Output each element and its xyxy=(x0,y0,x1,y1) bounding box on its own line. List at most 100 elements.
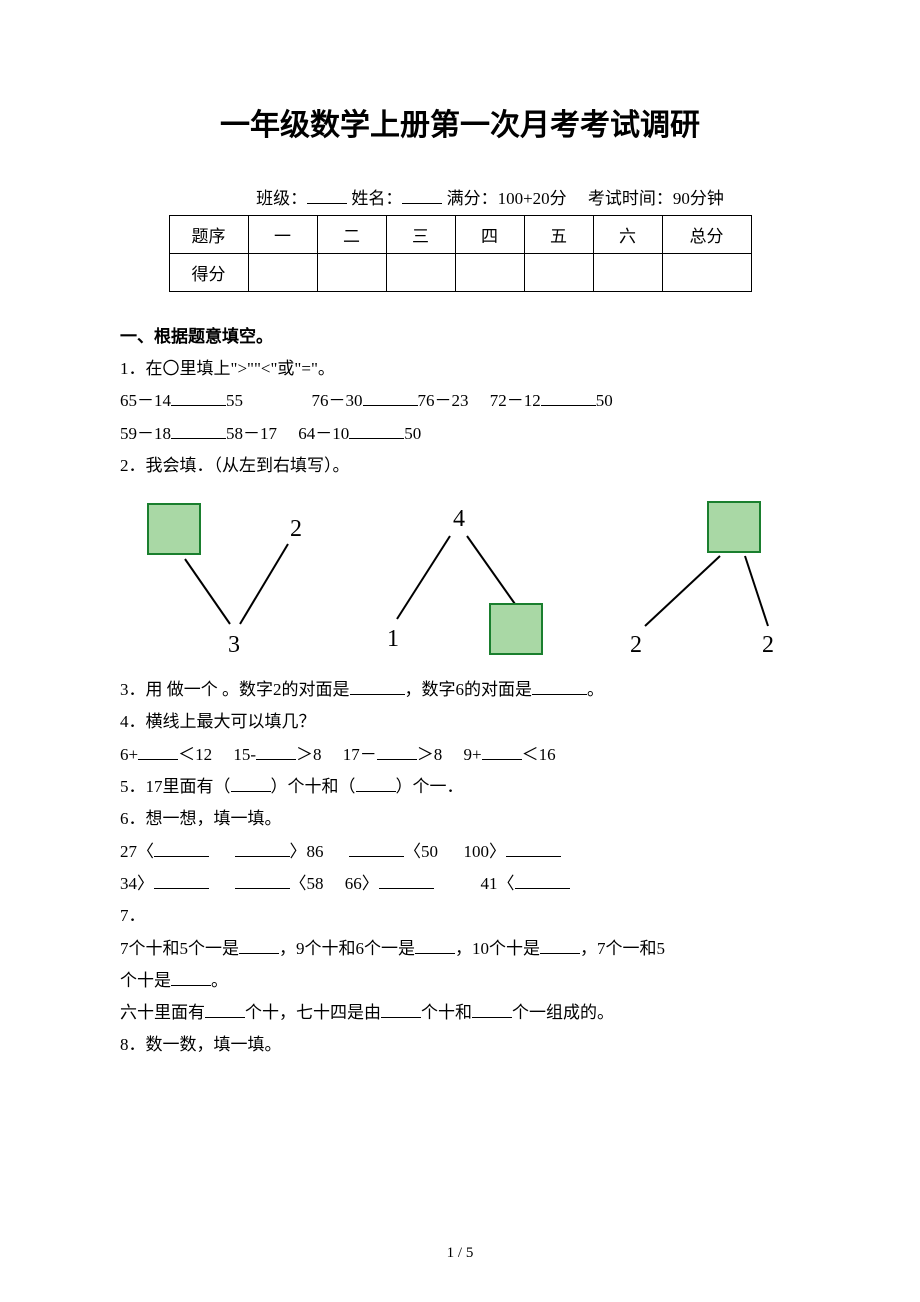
td-total xyxy=(662,254,751,292)
d3-bl: 2 xyxy=(630,632,642,658)
q6r1b: 〉86 xyxy=(290,842,324,861)
q1r2c: 64－10 xyxy=(298,424,349,443)
td-3 xyxy=(386,254,455,292)
q7-line3: 六十里面有 个十，七十四是由 个十和 个一组成的。 xyxy=(120,997,800,1029)
box-icon xyxy=(490,604,542,654)
q7l3a: 六十里面有 xyxy=(120,1003,205,1022)
blank xyxy=(138,742,178,760)
page-footer: 1 / 5 xyxy=(0,1245,920,1262)
blank xyxy=(231,774,271,792)
q1-prompt: 1．在〇里填上">""<"或"="。 xyxy=(120,353,800,385)
q1-row1: 65－14 55 76－30 76－23 72－12 50 xyxy=(120,385,800,417)
q7-line1: 7个十和5个一是，9个十和6个一是，10个十是，7个一和5 xyxy=(120,933,800,965)
q3: 3．用 做一个 。数字2的对面是，数字6的对面是。 xyxy=(120,674,800,706)
q7l3d: 个一组成的。 xyxy=(512,1003,614,1022)
q1r1a: 65－14 xyxy=(120,391,171,410)
q6r2b: 〈58 xyxy=(290,874,324,893)
q8: 8．数一数，填一填。 xyxy=(120,1029,800,1061)
full-value: 100+20分 xyxy=(498,189,567,208)
q7l3b: 个十，七十四是由 xyxy=(245,1003,381,1022)
blank xyxy=(415,936,455,954)
q6r1a: 27〈 xyxy=(120,842,154,861)
d2-top: 4 xyxy=(453,506,465,532)
q5c: ）个一． xyxy=(396,777,464,796)
line xyxy=(745,556,768,626)
line xyxy=(467,536,515,604)
blank xyxy=(205,1000,245,1018)
th-5: 五 xyxy=(524,216,593,254)
blank xyxy=(349,421,404,439)
blank xyxy=(171,421,226,439)
q5a: 5．17里面有（ xyxy=(120,777,231,796)
score-table: 题序 一 二 三 四 五 六 总分 得分 xyxy=(169,215,752,292)
blank xyxy=(154,839,209,857)
box-icon xyxy=(148,504,200,554)
blank xyxy=(235,839,290,857)
diagram-1: 2 3 xyxy=(130,494,330,664)
full-label: 满分： xyxy=(447,189,498,208)
th-total: 总分 xyxy=(662,216,751,254)
info-line: 班级： 姓名： 满分：100+20分 考试时间：90分钟 xyxy=(120,184,800,209)
q7l1d: ，7个一和5 xyxy=(580,939,665,958)
q4-6: 9+ xyxy=(464,745,482,764)
blank xyxy=(350,677,405,695)
class-label: 班级： xyxy=(256,189,307,208)
blank xyxy=(379,871,434,889)
q6r2c: 66〉 xyxy=(345,874,379,893)
q7l1c: ，10个十是 xyxy=(455,939,540,958)
q7l2b: 。 xyxy=(211,971,228,990)
q4-4: 17－ xyxy=(343,745,377,764)
th-3: 三 xyxy=(386,216,455,254)
q3c: 。 xyxy=(587,680,604,699)
th-seq: 题序 xyxy=(169,216,248,254)
class-blank xyxy=(307,186,347,204)
blank xyxy=(377,742,417,760)
q1r1e: 72－12 xyxy=(490,391,541,410)
d1-bottom: 3 xyxy=(228,632,240,658)
th-6: 六 xyxy=(593,216,662,254)
q1r1f: 50 xyxy=(596,391,613,410)
q4-0: 6+ xyxy=(120,745,138,764)
blank xyxy=(540,936,580,954)
q1r1d: 76－23 xyxy=(418,391,469,410)
blank xyxy=(349,839,404,857)
q4-items: 6+＜12 15-＞8 17－＞8 9+＜16 xyxy=(120,739,800,771)
box-icon xyxy=(708,502,760,552)
blank xyxy=(472,1000,512,1018)
th-2: 二 xyxy=(317,216,386,254)
blank xyxy=(381,1000,421,1018)
name-label: 姓名： xyxy=(351,189,402,208)
q1r1c: 76－30 xyxy=(312,391,363,410)
q4-2: 15- xyxy=(233,745,256,764)
q7l2a: 个十是 xyxy=(120,971,171,990)
td-4 xyxy=(455,254,524,292)
name-blank xyxy=(402,186,442,204)
q5: 5．17里面有（）个十和（）个一． xyxy=(120,771,800,803)
blank xyxy=(506,839,561,857)
blank xyxy=(482,742,522,760)
time-value: 90分钟 xyxy=(673,189,724,208)
blank xyxy=(541,388,596,406)
q7l3c: 个十和 xyxy=(421,1003,472,1022)
q1-row2: 59－18 58－17 64－10 50 xyxy=(120,418,800,450)
q1r2d: 50 xyxy=(404,424,421,443)
q1r2b: 58－17 xyxy=(226,424,277,443)
q7-line2: 个十是 。 xyxy=(120,965,800,997)
diagram-3: 2 2 xyxy=(590,494,790,664)
q1r1b: 55 xyxy=(226,391,243,410)
d1-top-right: 2 xyxy=(290,516,302,542)
q6-row1: 27〈 〉86 〈50 100〉 xyxy=(120,836,800,868)
blank xyxy=(171,388,226,406)
td-6 xyxy=(593,254,662,292)
q6r2d: 41〈 xyxy=(481,874,515,893)
page-title: 一年级数学上册第一次月考考试调研 xyxy=(120,100,800,144)
q2-prompt: 2．我会填．（从左到右填写）。 xyxy=(120,450,800,482)
td-2 xyxy=(317,254,386,292)
q6r2a: 34〉 xyxy=(120,874,154,893)
q6r1d: 100〉 xyxy=(464,842,507,861)
q7-num: 7． xyxy=(120,900,800,932)
blank xyxy=(256,742,296,760)
q1r2a: 59－18 xyxy=(120,424,171,443)
q4-5: ＞8 xyxy=(417,745,443,764)
blank xyxy=(532,677,587,695)
